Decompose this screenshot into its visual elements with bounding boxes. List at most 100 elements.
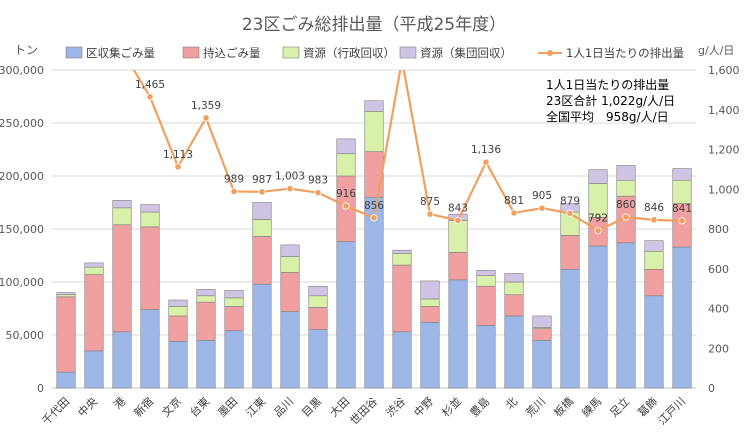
bar-segment	[476, 325, 496, 389]
bar-segment	[308, 295, 328, 308]
bar-segment	[280, 311, 300, 389]
category-label: 板橋	[551, 394, 576, 419]
bar-segment	[336, 241, 356, 389]
legend: 区収集ごみ量 持込ごみ量 資源（行政回収） 資源（集団回収） 1人1日当たりの排出量	[65, 46, 684, 60]
bar-segment	[224, 297, 244, 307]
bar-segment	[224, 306, 244, 332]
line-data-label: 846	[644, 202, 664, 214]
bar-segment	[308, 307, 328, 331]
bar-segment	[588, 245, 608, 389]
bar-segment	[84, 274, 104, 352]
category-label: 世田谷	[348, 395, 381, 428]
line-point	[622, 213, 630, 221]
bar-segment	[196, 339, 216, 389]
category-label: 中央	[75, 395, 100, 420]
left-tick-label: 150,000	[0, 223, 44, 236]
bar-segment	[532, 315, 552, 328]
category-label: 北	[503, 395, 520, 412]
bar-segment	[672, 179, 692, 204]
line-point	[146, 93, 154, 101]
bar-segment	[616, 179, 636, 197]
bar-segment	[476, 270, 496, 276]
bar-segment	[168, 341, 188, 389]
category-label: 品川	[271, 395, 296, 420]
bar-segment	[168, 306, 188, 317]
category-label: 文京	[159, 394, 184, 419]
category-label: 千代田	[40, 395, 73, 428]
category-label: 足立	[607, 394, 632, 419]
bar-segment	[532, 339, 552, 389]
line-data-label: 879	[560, 195, 580, 207]
bar-segment	[392, 249, 412, 254]
line-data-label: 905	[532, 190, 552, 202]
category-label: 新宿	[131, 394, 156, 419]
bar-segment	[420, 306, 440, 323]
bar-segment	[420, 280, 440, 300]
category-label: 江戸川	[656, 395, 689, 428]
left-tick-label: 50,000	[6, 329, 45, 342]
left-tick-label: 100,000	[0, 276, 44, 289]
bar-segment	[364, 100, 384, 112]
annotation-line-1: 1人1日当たりの排出量	[546, 78, 670, 92]
line-data-label: 1,113	[163, 149, 193, 161]
right-axis-unit: g/人/日	[698, 44, 734, 57]
bar-segment	[252, 236, 272, 285]
right-tick-label: 600	[708, 263, 729, 276]
legend-marker	[547, 50, 553, 56]
bar-segment	[196, 295, 216, 303]
bar-segment	[392, 331, 412, 389]
bar-segment	[280, 244, 300, 257]
annotation-line-2: 23区合計 1,022g/人/日	[546, 94, 676, 108]
right-tick-label: 400	[708, 303, 729, 316]
bar-segment	[420, 321, 440, 389]
bar-segment	[280, 272, 300, 312]
category-label: 江東	[243, 395, 268, 420]
bar-segment	[672, 246, 692, 389]
line-data-label: 916	[336, 188, 356, 200]
bar-segment	[196, 301, 216, 341]
category-label: 杉並	[439, 394, 464, 419]
bar-segment	[588, 169, 608, 184]
line-point	[202, 114, 210, 122]
bar-segment	[560, 268, 580, 389]
bar-segment	[504, 315, 524, 389]
right-tick-label: 1,600	[708, 64, 740, 77]
bar-segment	[112, 224, 132, 333]
line-point	[286, 185, 294, 193]
right-tick-label: 200	[708, 342, 729, 355]
legend-swatch	[399, 46, 417, 59]
category-label: 目黒	[299, 395, 324, 420]
right-axis-ticks: 0 200 400 600 800 1,000 1,200 1,400 1,600	[708, 64, 740, 395]
bar-segment	[308, 329, 328, 389]
line-point	[370, 214, 378, 222]
bar-segment	[56, 371, 76, 389]
bar-segment	[140, 211, 160, 228]
legend-label: 1人1日当たりの排出量	[566, 46, 684, 60]
bar-segment	[336, 138, 356, 155]
bar-segment	[504, 294, 524, 317]
bar-segment	[252, 202, 272, 220]
line-data-label: 987	[252, 174, 272, 186]
right-tick-label: 1,400	[708, 104, 740, 117]
legend-swatch	[282, 46, 300, 59]
bar-segment	[84, 262, 104, 268]
bar-segment	[308, 285, 328, 297]
left-tick-label: 0	[37, 382, 44, 395]
bar-segment	[364, 151, 384, 198]
right-tick-label: 1,200	[708, 144, 740, 157]
bar-segment	[448, 279, 468, 389]
bar-segment	[56, 294, 76, 298]
category-labels: 千代田 中央港新宿 文京 台東 墨田 江東 品川 目黒 大田世田谷 渋谷 中野 杉並 豊島北荒川 板橋 練馬…	[40, 394, 689, 427]
bar-segment	[364, 196, 384, 389]
bar-segment	[504, 273, 524, 283]
left-tick-label: 300,000	[0, 64, 44, 77]
line-data-label: 1,136	[471, 144, 501, 156]
chart-title: 23区ごみ総排出量（平成25年度）	[242, 15, 506, 35]
line-point	[650, 216, 658, 224]
bar-segment	[448, 252, 468, 281]
bar-segment	[224, 330, 244, 389]
line-point	[566, 209, 574, 217]
bar-segment	[252, 283, 272, 389]
line-data-label: 1,003	[275, 171, 305, 183]
line-point	[342, 202, 350, 210]
